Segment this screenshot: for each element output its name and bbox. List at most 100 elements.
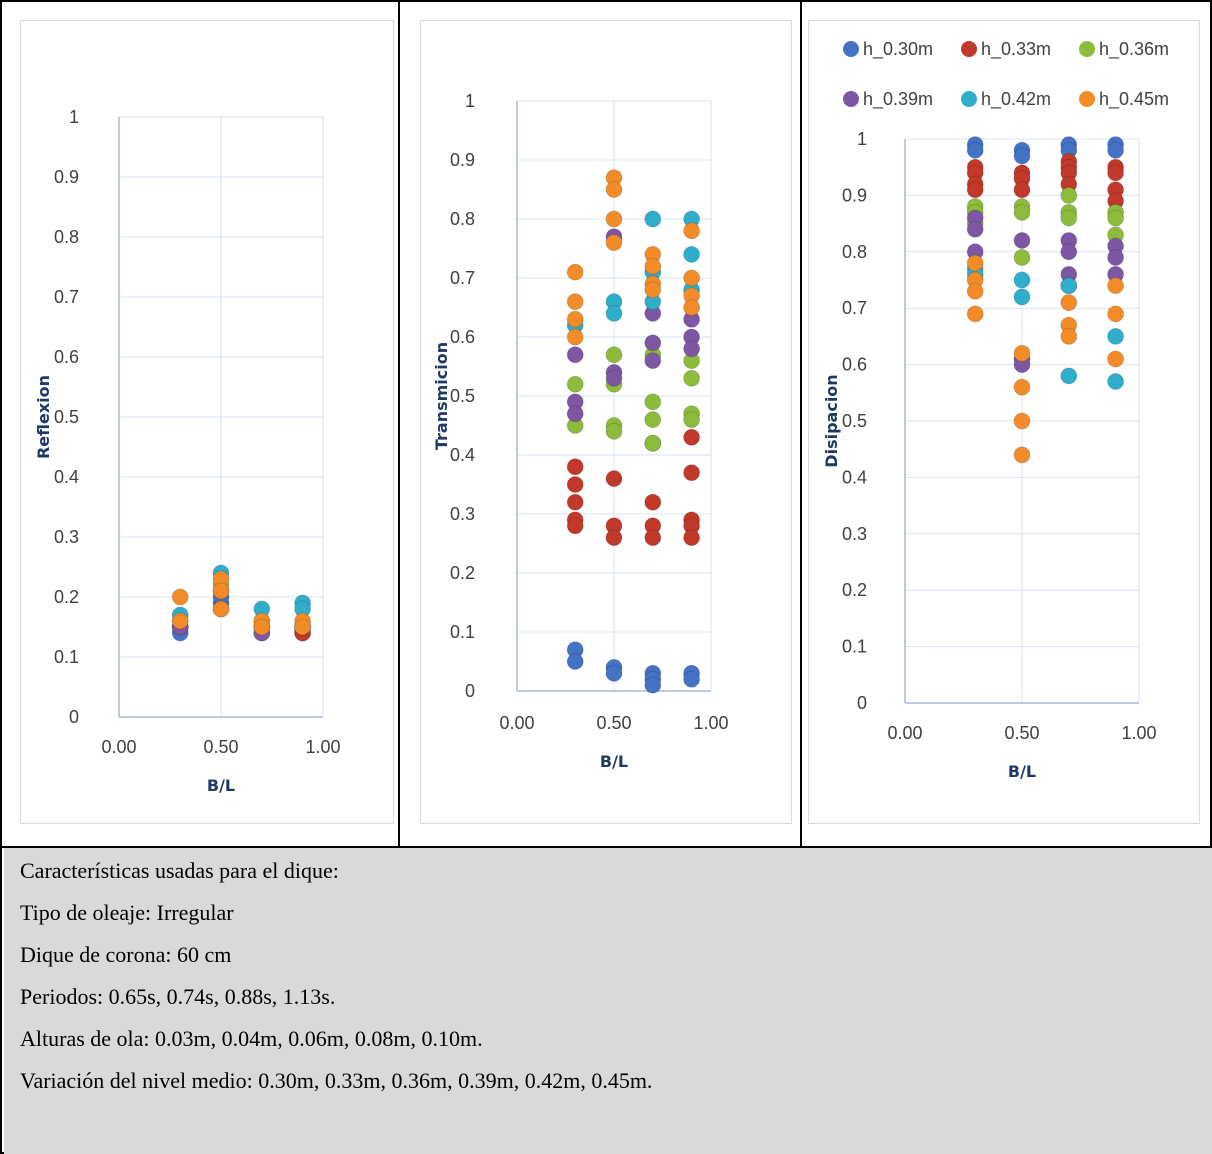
y-tick-label: 0.9 (450, 150, 475, 170)
data-point (1060, 277, 1078, 295)
legend-label: h_0.36m (1099, 39, 1169, 60)
data-point (605, 234, 623, 252)
data-point (644, 352, 662, 370)
x-axis-label: B/L (600, 752, 628, 771)
data-point (566, 375, 584, 393)
wave-heights: Alturas de ola: 0.03m, 0.04m, 0.06m, 0.0… (20, 1026, 483, 1051)
chart-transmicion: 0 0.1 0.2 0.3 0.4 0.5 0.6 0.7 0.8 0.9 1 0.00 0.50 1.0… (420, 20, 792, 824)
notes-heading: Características usadas para el dique: (20, 858, 339, 883)
data-point (1013, 446, 1031, 464)
y-tick-label: 0.1 (842, 637, 867, 657)
y-tick-label: 0.5 (450, 386, 475, 406)
x-tick-label: 1.00 (305, 737, 340, 757)
y-axis-label: Reflexion (34, 375, 53, 459)
data-point (605, 470, 623, 488)
data-point (294, 618, 312, 636)
y-tick-label: 0 (465, 681, 475, 701)
data-point (605, 422, 623, 440)
data-point (966, 141, 984, 159)
disipacion-plot: 0 0.1 0.2 0.3 0.4 0.5 0.6 0.7 0.8 0.9 1 0.00 0.50 1.0… (822, 39, 1169, 781)
data-point (1107, 373, 1125, 391)
y-tick-label: 0.2 (842, 580, 867, 600)
legend-label: h_0.45m (1099, 89, 1169, 110)
data-point (566, 293, 584, 311)
y-tick-label: 0.4 (842, 467, 867, 487)
y-tick-label: 0.6 (842, 355, 867, 375)
data-point (1107, 164, 1125, 182)
data-point (966, 305, 984, 323)
data-point (1013, 344, 1031, 362)
y-tick-label: 0.5 (842, 411, 867, 431)
y-tick-label: 0 (857, 693, 867, 713)
data-point (566, 405, 584, 423)
data-point (1013, 232, 1031, 250)
data-point (966, 220, 984, 238)
data-point (644, 529, 662, 547)
y-axis-label: Transmicion (432, 342, 451, 450)
legend-label: h_0.30m (863, 39, 933, 60)
data-point (644, 257, 662, 275)
x-tick-label: 0.50 (596, 713, 631, 733)
wave-type: Tipo de oleaje: Irregular (20, 900, 234, 925)
y-tick-label: 0.3 (54, 527, 79, 547)
data-point (1107, 248, 1125, 266)
data-point (683, 464, 701, 482)
data-point (212, 582, 230, 600)
y-tick-label: 0.2 (54, 587, 79, 607)
y-tick-label: 0.1 (54, 647, 79, 667)
data-point (605, 346, 623, 364)
data-point (683, 269, 701, 287)
data-point (566, 476, 584, 493)
legend-marker (843, 91, 859, 107)
data-point (566, 328, 584, 346)
x-tick-label: 0.00 (499, 713, 534, 733)
crest-dike: Dique de corona: 60 cm (20, 942, 232, 967)
legend-marker (961, 41, 977, 57)
y-tick-label: 0.9 (842, 185, 867, 205)
y-tick-label: 0 (69, 707, 79, 727)
data-point (605, 664, 623, 682)
data-point (1107, 305, 1125, 323)
data-point (605, 210, 623, 228)
y-tick-label: 0.1 (450, 622, 475, 642)
data-point (566, 517, 584, 535)
chart-reflexion: 0 0.1 0.2 0.3 0.4 0.5 0.6 0.7 0.8 0.9 1 0.00 0.50 1.0… (20, 20, 394, 824)
periods: Periodos: 0.65s, 0.74s, 0.88s, 1.13s. (20, 984, 336, 1009)
data-point (1013, 248, 1031, 266)
data-point (566, 493, 584, 511)
y-tick-label: 0.8 (842, 242, 867, 262)
y-tick-label: 0.8 (450, 209, 475, 229)
data-point (171, 588, 189, 606)
y-axis-label: Disipacion (822, 374, 841, 467)
y-tick-label: 1 (857, 129, 867, 149)
data-point (605, 369, 623, 387)
data-point (605, 304, 623, 322)
y-tick-label: 0.6 (450, 327, 475, 347)
data-point (1013, 378, 1031, 396)
data-point (644, 676, 662, 694)
data-point (683, 369, 701, 387)
data-point (1013, 288, 1031, 306)
y-tick-label: 0.7 (54, 287, 79, 307)
y-tick-label: 0.5 (54, 407, 79, 427)
data-point (253, 618, 271, 636)
data-point (1107, 350, 1125, 368)
y-tick-label: 1 (465, 91, 475, 111)
transmicion-plot: 0 0.1 0.2 0.3 0.4 0.5 0.6 0.7 0.8 0.9 1 0.00 0.50 1.0… (432, 91, 729, 771)
y-tick-label: 0.7 (450, 268, 475, 288)
data-point (566, 310, 584, 328)
legend-marker (961, 91, 977, 107)
legend-label: h_0.39m (863, 89, 933, 110)
column-divider-2 (800, 2, 802, 847)
data-point (1107, 277, 1125, 295)
data-point (605, 529, 623, 547)
data-point (1013, 203, 1031, 221)
data-point (644, 334, 662, 352)
data-point (966, 254, 984, 272)
data-point (1013, 147, 1031, 165)
y-tick-label: 0.9 (54, 167, 79, 187)
data-point (1060, 243, 1078, 261)
data-point (1013, 271, 1031, 289)
legend-marker (1079, 91, 1095, 107)
data-point (1013, 181, 1031, 199)
